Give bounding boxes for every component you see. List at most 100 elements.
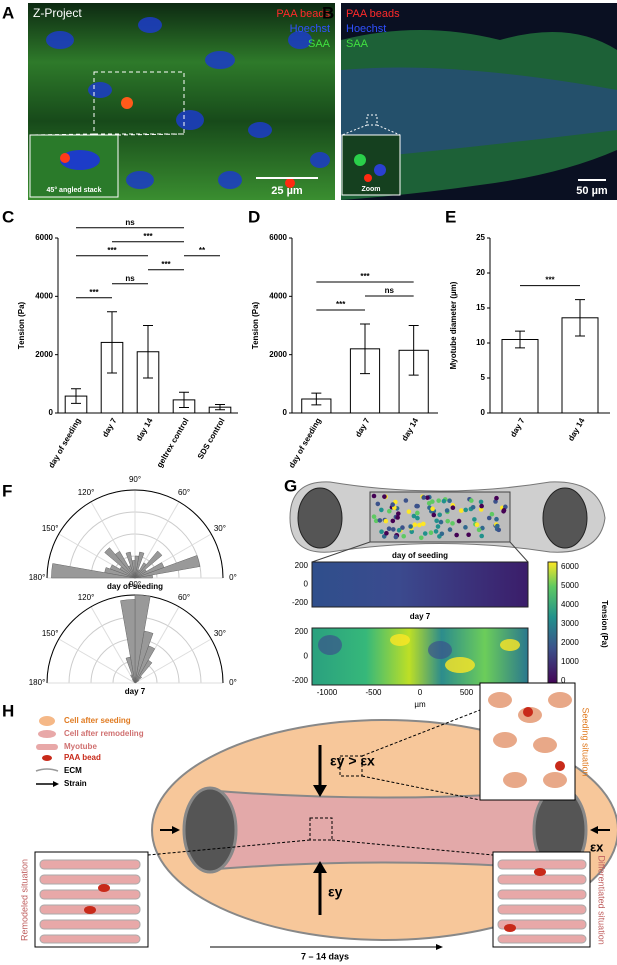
- situation-label: Seeding situation: [581, 707, 591, 776]
- y-tick-label: 0: [283, 408, 288, 417]
- decor: [415, 503, 420, 509]
- strain-label: εy: [328, 884, 343, 900]
- legend-entry: PAA beads: [346, 8, 400, 20]
- decor: [386, 508, 392, 514]
- decor: [450, 521, 455, 526]
- decor: [417, 522, 422, 528]
- decor: [434, 518, 439, 524]
- decor: [408, 524, 413, 529]
- decor: [406, 509, 412, 514]
- significance-label: ns: [125, 274, 135, 283]
- polar-outline: [46, 489, 224, 579]
- decor: [421, 495, 426, 500]
- decor: [421, 521, 426, 527]
- y-tick-label: 25: [476, 233, 485, 242]
- decor: [458, 508, 464, 513]
- error-bar: [408, 325, 419, 376]
- decor: [447, 527, 453, 532]
- decor: [431, 512, 437, 518]
- decor: [373, 518, 379, 524]
- image-label: Z-Project: [33, 6, 82, 20]
- significance-label: ***: [143, 232, 153, 241]
- polar-title: day 7: [125, 687, 146, 696]
- decor: [447, 498, 452, 504]
- scale-bar-label: 50 µm: [576, 185, 608, 197]
- decor: [379, 529, 384, 535]
- decor: [415, 515, 420, 521]
- map-title: day 7: [410, 612, 431, 621]
- x-axis-label: µm: [414, 700, 426, 709]
- x-tick-label: day 14: [134, 416, 155, 443]
- bar: [349, 348, 381, 414]
- decor: [409, 529, 415, 535]
- map-title: day of seeding: [392, 551, 448, 560]
- decor: [470, 504, 476, 510]
- x-tick-label: day 7: [101, 416, 119, 439]
- y-tick-label: 200: [295, 561, 309, 570]
- y-tick-label: 0: [304, 652, 309, 661]
- significance-label: ***: [336, 300, 346, 309]
- x-tick-label: day of seeding: [287, 416, 323, 469]
- error-bar: [575, 299, 585, 337]
- legend-entry: ECM: [64, 766, 82, 775]
- x-tick-label: SDS control: [196, 417, 227, 461]
- decor: [428, 530, 434, 535]
- decor: [450, 505, 456, 511]
- angle-label: 90°: [129, 580, 141, 589]
- y-axis-label: Tension (Pa): [251, 301, 260, 349]
- error-bar: [179, 391, 189, 408]
- legend-entry: Myotube: [64, 742, 97, 751]
- colorbar-tick: 2000: [561, 638, 579, 647]
- decor: [456, 518, 462, 524]
- decor: [444, 508, 450, 513]
- decor: [494, 495, 499, 501]
- y-tick-label: 20: [476, 268, 485, 277]
- panel-a: [28, 3, 335, 200]
- x-tick-label: 500: [460, 688, 474, 697]
- polar-spoke: [134, 638, 212, 684]
- x-tick-label: day 7: [509, 416, 527, 439]
- panel-h: Cell after seeding Cell after remodeling…: [19, 682, 617, 961]
- decor: [411, 513, 417, 519]
- y-tick-label: -200: [292, 676, 309, 685]
- decor: [390, 502, 395, 507]
- decor: [396, 511, 401, 516]
- decor: [489, 511, 495, 517]
- y-tick-label: 4000: [35, 291, 53, 300]
- panel-letter: A: [2, 3, 14, 22]
- y-tick-label: 0: [481, 408, 486, 417]
- x-tick-label: 0: [418, 688, 423, 697]
- angle-label: 30°: [214, 524, 226, 533]
- legend-entry: Hoechst: [346, 23, 386, 35]
- decor: [396, 527, 402, 533]
- rose-bar: [133, 681, 136, 684]
- labels: A Z-Project PAA beads Hoechst SAA 45° an…: [2, 3, 608, 720]
- panel-b: [341, 3, 617, 200]
- x-tick-label: -1000: [317, 688, 338, 697]
- decor: [478, 507, 484, 512]
- inset-label: 45° angled stack: [47, 186, 102, 194]
- decor: [501, 508, 506, 514]
- significance-label: ***: [89, 288, 99, 297]
- decor: [503, 504, 508, 510]
- y-axis-label: Myotube diameter (µm): [449, 281, 458, 369]
- colorbar: [547, 561, 558, 686]
- polar-spoke: [58, 638, 136, 684]
- panel-letter: H: [2, 701, 14, 720]
- decor: [403, 498, 409, 503]
- decor: [400, 525, 405, 530]
- decor: [379, 507, 384, 513]
- decor: [386, 526, 392, 531]
- decor: [476, 527, 482, 533]
- x-tick-label: day 14: [566, 416, 587, 443]
- decor: [478, 499, 484, 505]
- legend-entry: PAA beads: [276, 8, 330, 20]
- decor: [383, 518, 389, 524]
- decor: [371, 493, 377, 499]
- decor: [425, 495, 430, 500]
- y-tick-label: 5: [481, 373, 486, 382]
- legend-entry: SAA: [308, 38, 331, 50]
- decor: [445, 518, 450, 524]
